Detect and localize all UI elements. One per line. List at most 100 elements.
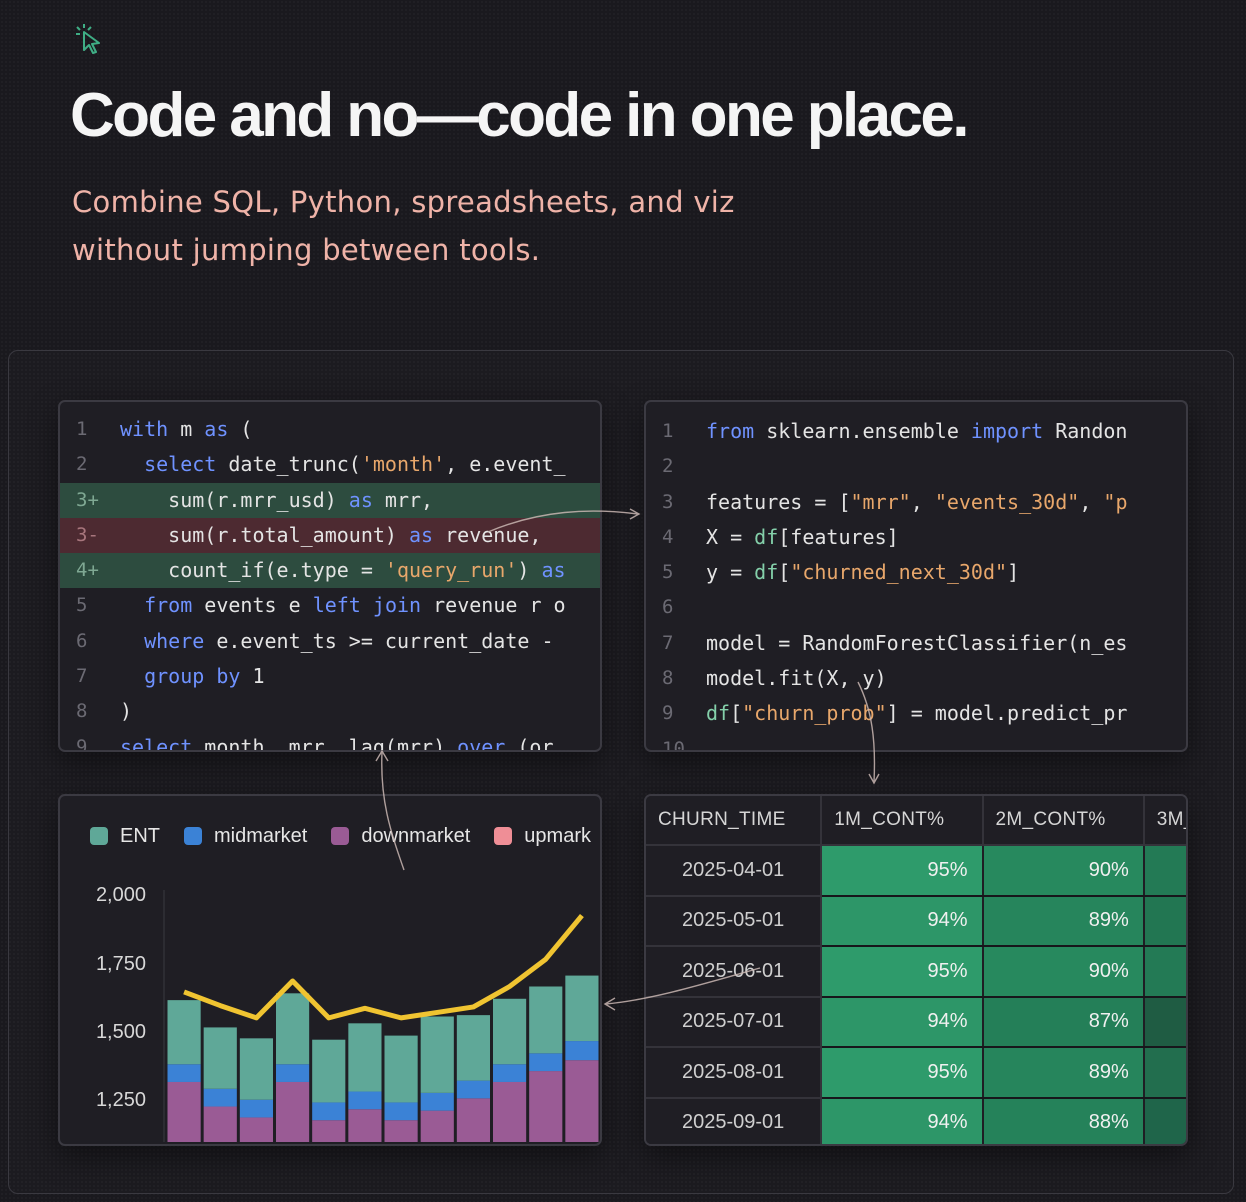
bar-segment-midmarket — [456, 1080, 490, 1099]
code-text: from events e left join revenue r o — [144, 593, 566, 618]
percent-cell[interactable]: 95% — [821, 845, 984, 897]
bar-segment-downmarket — [312, 1120, 346, 1142]
bar-segment-ENT — [456, 1015, 490, 1081]
percent-cell[interactable]: 94% — [821, 1097, 984, 1144]
code-line[interactable]: 10 — [646, 732, 1186, 752]
line-number: 6 — [76, 629, 88, 652]
code-line[interactable]: 9 select month, mrr, lag(mrr) over (or — [60, 730, 600, 752]
code-line[interactable]: 8 model.fit(X, y) — [646, 661, 1186, 696]
code-text: X = df[features] — [706, 524, 899, 549]
code-line[interactable]: 7 group by 1 — [60, 659, 600, 694]
code-text: select month, mrr, lag(mrr) over (or — [120, 734, 554, 752]
percent-cell[interactable]: 87% — [982, 996, 1145, 1048]
code-line[interactable]: 3 features = ["mrr", "events_30d", "p — [646, 485, 1186, 520]
percent-cell[interactable]: 83% — [1143, 1097, 1186, 1144]
line-number: 7 — [76, 665, 88, 688]
bar-segment-ENT — [529, 986, 563, 1054]
code-text: group by 1 — [144, 664, 265, 689]
code-line[interactable]: 4+ count_if(e.type = 'query_run') as — [60, 553, 600, 589]
percent-cell[interactable]: 82% — [1143, 996, 1186, 1048]
column-header[interactable]: CHURN_TIME — [646, 796, 823, 846]
code-line[interactable]: 2 — [646, 449, 1186, 484]
bar-segment-downmarket — [239, 1117, 273, 1142]
bar-segment-ENT — [384, 1035, 418, 1103]
bar-segment-midmarket — [312, 1102, 346, 1121]
code-line[interactable]: 8) — [60, 694, 600, 729]
date-cell[interactable]: 2025-04-01 — [646, 845, 823, 897]
python-editor-panel[interactable]: 1 from sklearn.ensemble import Randon 2 3 fe… — [644, 400, 1188, 752]
percent-cell[interactable]: 90% — [982, 946, 1145, 998]
legend-swatch — [331, 827, 350, 845]
bar-segment-ENT — [348, 1023, 382, 1092]
percent-cell[interactable]: 95% — [821, 1047, 984, 1099]
column-header[interactable]: 3M_CONT% — [1143, 796, 1186, 846]
line-number: 10 — [662, 737, 685, 752]
code-line[interactable]: 1 from sklearn.ensemble import Randon — [646, 414, 1186, 449]
code-line[interactable]: 4 X = df[features] — [646, 520, 1186, 555]
code-line[interactable]: 9 df["churn_prob"] = model.predict_pr — [646, 696, 1186, 731]
code-line[interactable]: 1 with m as ( — [60, 412, 600, 447]
line-number: 2 — [76, 453, 88, 476]
date-cell[interactable]: 2025-07-01 — [646, 996, 823, 1048]
results-table-panel[interactable]: CHURN_TIME 1M_CONT% 2M_CONT% 3M_CONT% 20… — [644, 794, 1188, 1146]
code-line[interactable]: 5 from events e left join revenue r o — [60, 588, 600, 623]
date-cell[interactable]: 2025-09-01 — [646, 1097, 823, 1144]
legend-item[interactable]: ENT — [90, 825, 160, 848]
percent-cell[interactable]: 89% — [982, 895, 1145, 947]
page-headline: Code and no—code in one place. — [70, 81, 970, 150]
code-line[interactable]: 3+ sum(r.mrr_usd) as mrr, — [60, 482, 600, 518]
code-text: count_if(e.type = 'query_run') as — [120, 558, 566, 583]
percent-cell[interactable]: 85% — [1143, 895, 1186, 947]
percent-cell[interactable]: 95% — [821, 946, 984, 998]
percent-cell[interactable]: 90% — [982, 845, 1145, 897]
line-number: 2 — [662, 455, 674, 478]
code-line[interactable]: 7 model = RandomForestClassifier(n_es — [646, 626, 1186, 661]
legend-swatch — [184, 827, 202, 845]
bar-segment-downmarket — [203, 1106, 237, 1142]
bar-segment-ENT — [276, 993, 310, 1065]
code-line[interactable]: 6 — [646, 590, 1186, 625]
bar-segment-midmarket — [420, 1092, 454, 1111]
legend-item[interactable]: midmarket — [184, 825, 307, 848]
code-text: with m as ( — [120, 417, 253, 441]
bar-segment-ENT — [493, 998, 527, 1065]
page-subtitle: Combine SQL, Python, spreadsheets, and v… — [72, 185, 735, 267]
legend-item[interactable]: upmark — [494, 825, 591, 848]
bar-segment-downmarket — [529, 1071, 563, 1142]
percent-cell[interactable]: 94% — [821, 895, 984, 947]
legend-swatch — [90, 827, 108, 845]
trend-line — [183, 913, 584, 1021]
date-cell[interactable]: 2025-06-01 — [646, 946, 823, 998]
code-text: model = RandomForestClassifier(n_es — [706, 630, 1128, 655]
code-text: select date_trunc('month', e.event_ — [144, 452, 566, 477]
percent-cell[interactable]: 94% — [821, 996, 984, 1048]
percent-cell[interactable]: 86% — [1143, 946, 1186, 998]
date-cell[interactable]: 2025-08-01 — [646, 1047, 823, 1099]
code-line[interactable]: 6 where e.event_ts >= current_date - — [60, 624, 600, 659]
legend-label: upmark — [524, 824, 591, 847]
column-header[interactable]: 1M_CONT% — [821, 796, 984, 846]
legend-label: midmarket — [214, 824, 308, 847]
percent-cell[interactable]: 84% — [1143, 1047, 1186, 1099]
bar-segment-midmarket — [239, 1099, 273, 1118]
percent-cell[interactable]: 89% — [982, 1047, 1145, 1099]
percent-cell[interactable]: 86% — [1143, 845, 1186, 897]
chart-panel[interactable]: ENT midmarket downmarket upmark 2,000 1,750 1… — [58, 794, 602, 1146]
line-number: 3- — [76, 523, 99, 546]
percent-cell[interactable]: 88% — [982, 1097, 1145, 1144]
code-line[interactable]: 2 select date_trunc('month', e.event_ — [60, 447, 600, 482]
column-header[interactable]: 2M_CONT% — [982, 796, 1145, 846]
date-cell[interactable]: 2025-05-01 — [646, 895, 823, 947]
code-line[interactable]: 5 y = df["churned_next_30d"] — [646, 555, 1186, 590]
code-text: from sklearn.ensemble import Randon — [706, 419, 1128, 443]
code-line[interactable]: 3- sum(r.total_amount) as revenue, — [60, 517, 600, 554]
sql-editor-panel[interactable]: 1 with m as (2 select date_trunc('month',… — [58, 400, 602, 752]
feature-showcase — [8, 350, 1234, 1194]
bar-segment-ENT — [420, 1016, 454, 1093]
